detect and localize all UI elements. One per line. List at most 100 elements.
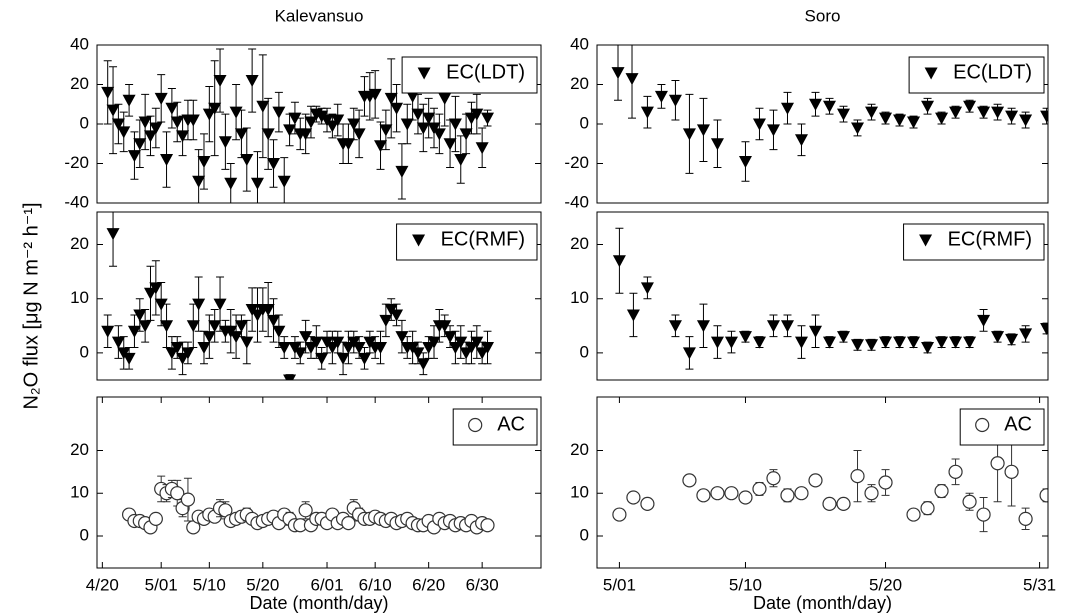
marker <box>143 130 157 143</box>
marker <box>341 138 355 151</box>
marker <box>208 102 222 115</box>
marker <box>422 341 436 354</box>
y-tick-label: -20 <box>64 153 89 172</box>
marker <box>864 486 879 501</box>
marker <box>921 341 935 354</box>
marker <box>111 336 125 349</box>
plot-data <box>101 212 495 380</box>
marker <box>1040 323 1048 336</box>
marker <box>309 336 323 349</box>
marker <box>906 507 921 522</box>
marker <box>1019 328 1033 341</box>
marker <box>822 496 837 511</box>
y-tick-label: 20 <box>570 440 589 459</box>
marker <box>261 128 275 141</box>
marker <box>101 86 115 99</box>
marker <box>794 336 808 349</box>
marker <box>780 488 795 503</box>
marker <box>202 331 216 344</box>
marker <box>234 320 248 333</box>
marker <box>416 122 430 135</box>
marker <box>395 165 409 178</box>
marker <box>143 287 157 300</box>
marker <box>738 331 752 344</box>
marker <box>267 158 281 170</box>
marker <box>352 341 366 354</box>
marker <box>464 341 478 354</box>
plot-data <box>612 424 1048 533</box>
y-tick-label: 0 <box>80 113 89 132</box>
y-tick-label: 10 <box>70 483 89 502</box>
marker <box>977 106 991 119</box>
y-tick-label: 10 <box>570 483 589 502</box>
marker <box>459 128 473 141</box>
marker <box>133 309 147 322</box>
y-tick-label: 20 <box>570 74 589 93</box>
marker <box>304 341 318 354</box>
marker <box>245 75 259 88</box>
marker <box>148 511 163 526</box>
marker <box>481 341 495 354</box>
x-tick-label: 5/10 <box>193 575 226 594</box>
marker <box>454 336 468 349</box>
marker <box>780 102 794 115</box>
marker <box>949 336 963 349</box>
marker <box>272 325 286 338</box>
marker <box>250 177 264 190</box>
marker <box>836 496 851 511</box>
panel: -40 -20 0 20 40 Soro EC(LDT) <box>564 6 1049 211</box>
marker <box>738 156 752 169</box>
marker <box>963 100 977 113</box>
marker <box>612 255 626 268</box>
marker <box>1018 511 1033 526</box>
marker <box>432 128 446 141</box>
marker <box>133 138 147 151</box>
marker <box>879 336 893 349</box>
y-tick-label: 0 <box>580 113 589 132</box>
legend-box <box>452 408 538 446</box>
marker <box>379 124 393 137</box>
plot-frame <box>96 396 542 569</box>
marker <box>341 341 355 354</box>
legend-marker <box>417 67 431 80</box>
legend-label: AC <box>1004 413 1032 435</box>
marker <box>390 102 404 115</box>
marker <box>390 309 404 322</box>
marker <box>288 112 302 125</box>
marker <box>176 130 190 143</box>
panel: -40 -20 0 20 40 Kalevansuo EC(LDT) <box>64 6 542 211</box>
marker <box>710 486 725 501</box>
marker <box>395 331 409 344</box>
marker <box>962 494 977 509</box>
marker <box>336 352 350 365</box>
marker <box>752 481 767 497</box>
marker <box>808 98 822 111</box>
marker <box>851 122 865 135</box>
y-axis-label: N₂O flux [μg N m⁻² h⁻¹] <box>20 202 42 409</box>
marker <box>475 347 489 360</box>
marker <box>459 347 473 360</box>
y-tick-label: 20 <box>70 234 89 253</box>
marker <box>250 309 264 322</box>
marker <box>907 336 921 349</box>
x-tick-label: 4/20 <box>86 575 119 594</box>
marker <box>154 298 168 311</box>
marker <box>234 128 248 141</box>
marker <box>837 108 851 121</box>
marker <box>454 154 468 167</box>
marker <box>267 314 281 327</box>
marker <box>481 112 495 125</box>
marker <box>224 177 238 190</box>
legend-label: EC(RMF) <box>948 228 1032 250</box>
marker <box>780 320 794 333</box>
marker <box>696 488 711 503</box>
marker <box>299 331 313 344</box>
x-tick-label: 5/10 <box>729 575 762 594</box>
legend: AC <box>959 408 1045 446</box>
marker <box>724 336 738 349</box>
marker <box>406 90 420 103</box>
marker <box>277 341 291 354</box>
marker <box>682 128 696 141</box>
panel: 0 10 20 N₂O flux [μg N m⁻² h⁻¹] EC(RMF) <box>20 202 542 410</box>
marker <box>443 331 457 344</box>
